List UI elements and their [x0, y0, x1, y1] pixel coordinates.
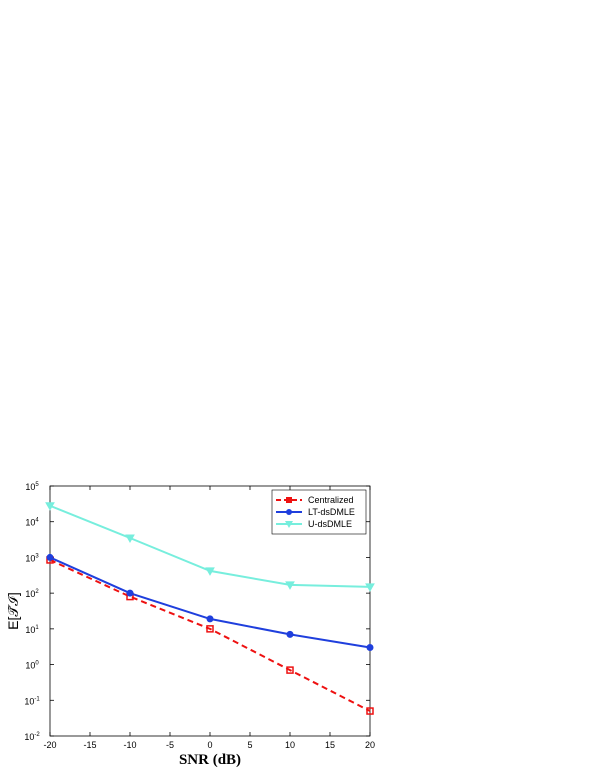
marker: [45, 502, 55, 511]
y-axis-label: E[𝒯̃ℐ]: [5, 592, 21, 630]
x-axis-label: SNR (dB): [179, 752, 241, 768]
y-tick-exponent: 0: [35, 661, 39, 667]
y-tick-base: 10: [25, 589, 35, 599]
marker: [125, 534, 135, 544]
y-tick-label: 101: [25, 625, 39, 635]
y-tick-base: 10: [24, 732, 34, 742]
y-tick-label: 102: [25, 589, 39, 599]
legend-marker: [286, 509, 292, 515]
marker: [46, 553, 54, 561]
x-tick-label: 10: [285, 740, 295, 750]
x-tick-label: -10: [123, 740, 136, 750]
marker: [365, 583, 375, 592]
y-tick-label: 100: [25, 661, 39, 671]
legend-label: U-dsDMLE: [308, 519, 352, 529]
y-tick-exponent: -1: [34, 696, 40, 702]
y-tick-base: 10: [25, 482, 35, 492]
y-tick-label: 105: [25, 482, 39, 492]
legend-marker: [286, 497, 292, 503]
marker: [286, 666, 294, 674]
legend-label: LT-dsDMLE: [308, 507, 355, 517]
y-tick-label: 10-2: [24, 732, 40, 742]
y-tick-exponent: 4: [35, 518, 39, 524]
y-tick-exponent: 5: [35, 482, 39, 488]
marker: [126, 589, 134, 597]
x-tick-label: 15: [325, 740, 335, 750]
marker: [206, 615, 214, 623]
x-tick-label: 20: [365, 740, 375, 750]
marker: [286, 630, 294, 638]
x-tick-label: -5: [166, 740, 174, 750]
y-tick-exponent: -2: [34, 732, 40, 738]
y-tick-base: 10: [25, 518, 35, 528]
y-tick-label: 10-1: [24, 696, 40, 706]
y-tick-base: 10: [25, 553, 35, 563]
x-tick-label: -20: [43, 740, 56, 750]
series-line: [49, 559, 371, 712]
x-tick-label: -15: [83, 740, 96, 750]
marker: [206, 625, 214, 633]
legend-label: Centralized: [308, 495, 354, 505]
y-tick-base: 10: [25, 625, 35, 635]
y-tick-exponent: 3: [35, 553, 39, 559]
y-tick-label: 104: [25, 518, 39, 528]
y-tick-exponent: 2: [35, 589, 39, 595]
marker: [366, 707, 374, 715]
y-tick-base: 10: [25, 661, 35, 671]
y-tick-base: 10: [24, 696, 34, 706]
x-tick-label: 5: [247, 740, 252, 750]
y-tick-exponent: 1: [35, 625, 39, 631]
marker: [366, 644, 374, 652]
marker: [285, 581, 295, 590]
y-tick-label: 103: [25, 553, 39, 563]
x-tick-label: 0: [207, 740, 212, 750]
legend-marker: [285, 521, 293, 528]
marker: [205, 567, 215, 576]
